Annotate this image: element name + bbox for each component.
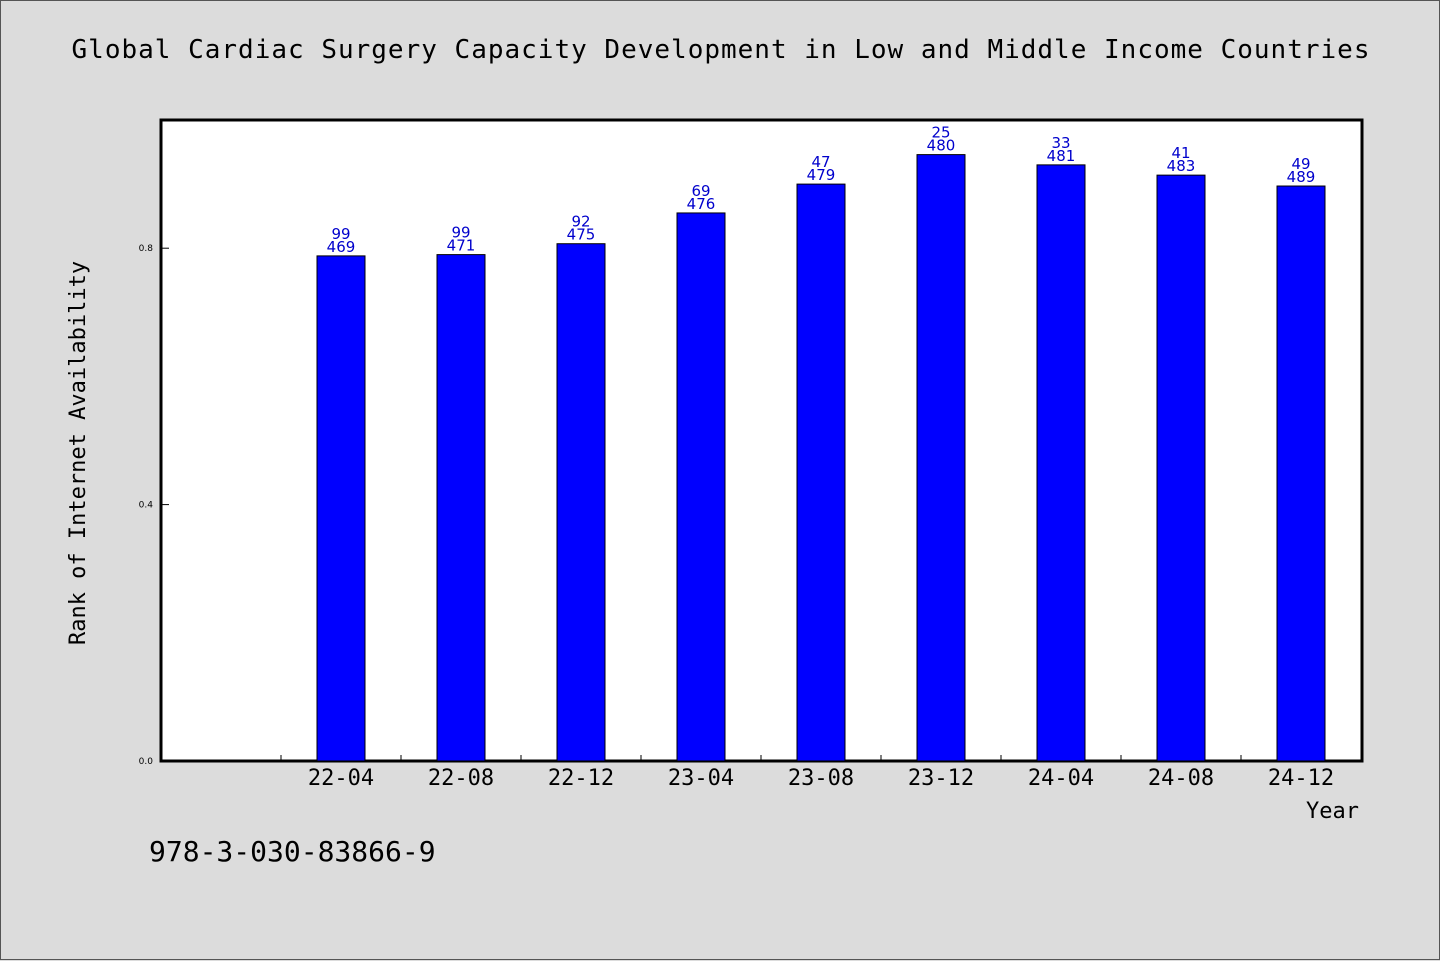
data-label-top: 41 — [1171, 144, 1190, 162]
bar — [556, 243, 606, 762]
data-label-top: 99 — [451, 224, 470, 242]
y-tick-label: 0.4 — [139, 501, 154, 511]
x-tick-label: 24-04 — [1028, 766, 1094, 791]
bar — [1276, 185, 1326, 762]
data-label-bottom: 475 — [567, 226, 596, 244]
x-tick-label: 23-12 — [908, 766, 974, 791]
bar — [796, 183, 846, 762]
bar-group — [316, 154, 1326, 762]
y-axis: 0.0 0.4 0.8 — [139, 244, 169, 767]
data-label-bottom: 469 — [327, 238, 356, 256]
data-label-top: 92 — [571, 213, 590, 231]
y-tick-label: 0.8 — [139, 244, 154, 254]
x-tick-label: 23-08 — [788, 766, 854, 791]
chart-title: Global Cardiac Surgery Capacity Developm… — [71, 35, 1371, 65]
data-label-top: 47 — [811, 153, 830, 171]
x-tick-label: 22-12 — [548, 766, 614, 791]
x-tick-label: 24-08 — [1148, 766, 1214, 791]
data-label-bottom: 489 — [1287, 168, 1316, 186]
y-axis-title: Rank of Internet Availability — [66, 261, 91, 645]
data-label-bottom: 483 — [1167, 157, 1196, 175]
data-label-bottom: 481 — [1047, 147, 1076, 165]
x-axis: 22-04 22-08 22-12 23-04 23-08 23-12 24-04 24-08… — [280, 755, 1362, 791]
bar — [316, 255, 366, 762]
data-label-bottom: 471 — [447, 237, 476, 255]
data-label-top: 25 — [931, 124, 950, 142]
x-tick-label: 24-12 — [1268, 766, 1334, 791]
data-label-top: 49 — [1291, 155, 1310, 173]
bar — [676, 212, 726, 762]
data-label-bottom: 480 — [927, 137, 956, 155]
bar — [916, 154, 966, 762]
x-tick-label: 22-04 — [308, 766, 374, 791]
data-label-top: 33 — [1051, 134, 1070, 152]
data-label-top: 99 — [331, 225, 350, 243]
bar — [436, 254, 486, 762]
bar — [1156, 174, 1206, 762]
data-label-bottom: 479 — [807, 166, 836, 184]
x-tick-label: 22-08 — [428, 766, 494, 791]
x-axis-title: Year — [1306, 799, 1359, 824]
isbn-text: 978-3-030-83866-9 — [149, 835, 436, 868]
y-tick-label: 0.0 — [139, 757, 154, 767]
bar — [1036, 164, 1086, 762]
data-label-bottom: 476 — [687, 195, 716, 213]
x-tick-label: 23-04 — [668, 766, 734, 791]
data-label-top: 69 — [691, 182, 710, 200]
